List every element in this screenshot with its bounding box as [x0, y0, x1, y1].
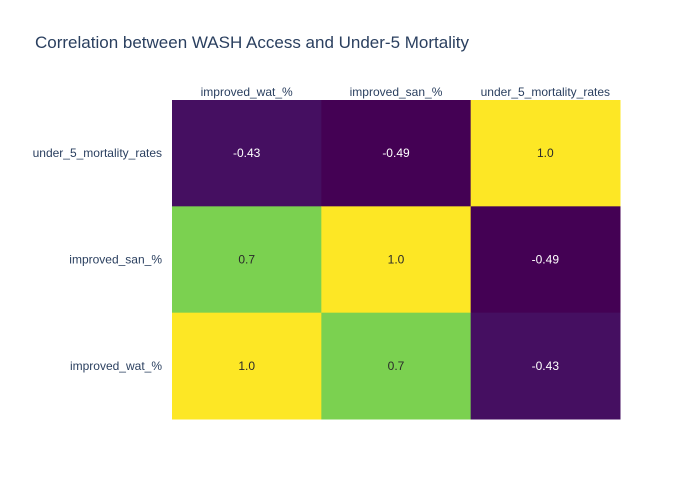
- heatmap-cell: [172, 100, 322, 207]
- cell-value-label: 0.7: [388, 359, 405, 373]
- y-tick-label: improved_wat_%: [70, 359, 162, 373]
- y-tick-label: improved_san_%: [69, 253, 162, 267]
- cell-value-label: -0.49: [382, 146, 410, 160]
- x-axis-ticks: improved_wat_% improved_san_% under_5_mort…: [201, 85, 610, 99]
- chart-title: Correlation between WASH Access and Unde…: [35, 33, 469, 52]
- x-tick-label: under_5_mortality_rates: [481, 85, 610, 99]
- heatmap-cell: [321, 312, 472, 420]
- x-tick-label: improved_wat_%: [201, 85, 293, 99]
- heatmap-cell: [470, 100, 621, 207]
- x-tick-label: improved_san_%: [350, 85, 443, 99]
- cell-value-label: -0.43: [532, 359, 560, 373]
- heatmap-cell: [172, 312, 322, 420]
- cell-value-label: 1.0: [537, 146, 554, 160]
- y-tick-label: under_5_mortality_rates: [33, 146, 162, 160]
- heatmap-cell: [172, 206, 322, 314]
- cell-value-label: -0.49: [532, 253, 560, 267]
- heatmap-cell: [470, 312, 621, 420]
- heatmap-cell: [470, 206, 621, 314]
- heatmap-cell: [321, 100, 472, 207]
- cell-value-label: -0.43: [233, 146, 261, 160]
- heatmap-cell: [321, 206, 472, 314]
- cell-value-label: 1.0: [238, 359, 255, 373]
- cell-value-label: 0.7: [238, 253, 255, 267]
- heatmap-cells: [172, 100, 621, 420]
- cell-value-label: 1.0: [388, 253, 405, 267]
- y-axis-ticks: under_5_mortality_rates improved_san_%imp…: [33, 146, 163, 373]
- cell-value-labels: -0.43 -0.49 1.0 0.7 1.0 -0.49 1.0 0.7 -0.43: [233, 146, 559, 373]
